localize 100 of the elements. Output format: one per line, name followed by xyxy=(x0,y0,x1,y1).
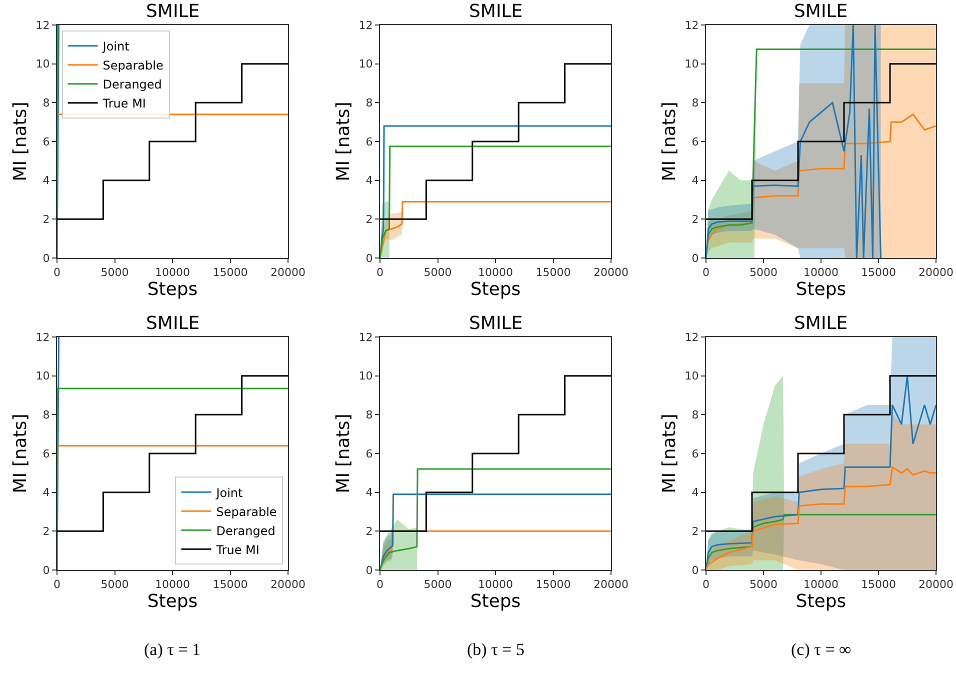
legend-label: Separable xyxy=(216,504,277,519)
y-tick-label: 8 xyxy=(692,96,699,110)
x-tick-label: 0 xyxy=(376,578,384,592)
y-tick-label: 10 xyxy=(684,58,699,71)
text: (b) τ = 5 xyxy=(467,640,524,659)
y-tick-label: 10 xyxy=(358,58,373,71)
x-tick-label: 20000 xyxy=(918,578,954,592)
y-tick-label: 6 xyxy=(42,135,50,148)
chart-title: SMILE xyxy=(794,1,848,22)
y-tick-label: 4 xyxy=(366,174,373,188)
text: (a) τ = 1 xyxy=(144,640,201,659)
y-tick-label: 0 xyxy=(42,564,50,577)
y-tick-label: 6 xyxy=(692,135,699,148)
y-tick-label: 12 xyxy=(358,330,373,344)
y-tick-label: 2 xyxy=(42,525,50,538)
y-tick-label: 2 xyxy=(692,213,699,226)
x-tick-label: 5000 xyxy=(750,578,778,592)
x-tick-label: 20000 xyxy=(270,266,306,280)
y-tick-label: 8 xyxy=(42,96,50,110)
y-tick-label: 0 xyxy=(42,252,50,265)
x-tick-label: 20000 xyxy=(918,266,954,280)
y-axis-title: MI [nats] xyxy=(659,414,680,494)
x-tick-label: 20000 xyxy=(594,578,628,592)
x-tick-label: 5000 xyxy=(424,578,452,592)
x-tick-label: 0 xyxy=(702,266,710,280)
y-tick-label: 4 xyxy=(42,174,50,188)
x-axis-title: Steps xyxy=(470,591,521,612)
x-tick-label: 15000 xyxy=(536,266,571,280)
y-tick-label: 0 xyxy=(692,564,699,577)
chart-title: SMILE xyxy=(146,313,200,334)
legend-label: Joint xyxy=(215,486,244,500)
x-tick-label: 15000 xyxy=(212,266,248,280)
y-tick-label: 2 xyxy=(692,525,699,538)
x-axis-title: Steps xyxy=(470,279,521,300)
y-tick-label: 2 xyxy=(366,525,373,538)
legend-label: Deranged xyxy=(216,524,276,538)
x-tick-label: 20000 xyxy=(594,266,628,280)
x-tick-label: 15000 xyxy=(536,578,571,592)
y-tick-label: 10 xyxy=(684,370,699,383)
y-tick-label: 8 xyxy=(366,408,373,422)
x-tick-label: 0 xyxy=(376,266,384,280)
y-tick-label: 8 xyxy=(692,408,699,422)
x-tick-label: 10000 xyxy=(155,266,190,280)
x-tick-label: 0 xyxy=(702,578,710,592)
y-tick-label: 12 xyxy=(36,330,50,344)
y-axis-title: MI [nats] xyxy=(10,102,31,182)
y-tick-label: 12 xyxy=(684,18,699,32)
y-tick-label: 2 xyxy=(42,213,50,226)
y-axis-title: MI [nats] xyxy=(333,102,354,182)
x-tick-label: 5000 xyxy=(424,266,452,280)
x-tick-label: 10000 xyxy=(478,266,513,280)
y-tick-label: 6 xyxy=(366,135,373,148)
y-tick-label: 12 xyxy=(358,18,373,32)
y-tick-label: 6 xyxy=(42,447,50,460)
y-tick-label: 4 xyxy=(692,174,699,188)
y-tick-label: 10 xyxy=(358,370,373,383)
x-tick-label: 15000 xyxy=(861,266,896,280)
legend-label: True MI xyxy=(215,542,260,557)
x-axis-title: Steps xyxy=(147,591,198,612)
x-tick-label: 0 xyxy=(54,578,60,592)
x-tick-label: 5000 xyxy=(100,266,129,280)
x-tick-label: 10000 xyxy=(804,578,838,592)
x-tick-label: 10000 xyxy=(478,578,513,592)
y-tick-label: 2 xyxy=(366,213,373,226)
y-tick-label: 6 xyxy=(366,447,373,460)
y-tick-label: 6 xyxy=(692,447,699,460)
y-tick-label: 0 xyxy=(366,564,373,577)
legend-label: Separable xyxy=(102,58,164,73)
y-tick-label: 10 xyxy=(36,58,50,71)
y-tick-label: 12 xyxy=(36,18,50,32)
y-tick-label: 8 xyxy=(366,96,373,110)
chart-title: SMILE xyxy=(469,313,523,334)
x-tick-label: 5000 xyxy=(750,266,778,280)
x-tick-label: 10000 xyxy=(155,578,190,592)
x-axis-title: Steps xyxy=(796,279,846,300)
chart-title: SMILE xyxy=(794,313,848,334)
y-tick-label: 4 xyxy=(366,486,373,500)
x-tick-label: 15000 xyxy=(861,578,896,592)
y-tick-label: 8 xyxy=(42,408,50,422)
chart-title: SMILE xyxy=(469,1,523,22)
chart-title: SMILE xyxy=(146,1,200,22)
x-axis-title: Steps xyxy=(796,591,846,612)
y-tick-label: 4 xyxy=(692,486,699,500)
y-tick-label: 12 xyxy=(684,330,699,344)
x-tick-label: 5000 xyxy=(100,578,129,592)
y-tick-label: 0 xyxy=(692,252,699,265)
y-tick-label: 0 xyxy=(366,252,373,265)
y-axis-title: MI [nats] xyxy=(10,414,31,494)
x-axis-title: Steps xyxy=(147,279,198,300)
y-axis-title: MI [nats] xyxy=(333,414,354,494)
legend-label: Deranged xyxy=(102,78,162,92)
x-tick-label: 0 xyxy=(54,266,60,280)
y-axis-title: MI [nats] xyxy=(659,102,680,182)
y-tick-label: 4 xyxy=(42,486,50,500)
legend-label: Joint xyxy=(102,40,130,54)
y-tick-label: 10 xyxy=(36,370,50,383)
x-tick-label: 20000 xyxy=(270,578,306,592)
text: (c) τ = ∞ xyxy=(791,640,852,659)
x-tick-label: 10000 xyxy=(804,266,838,280)
legend-label: True MI xyxy=(102,96,146,111)
